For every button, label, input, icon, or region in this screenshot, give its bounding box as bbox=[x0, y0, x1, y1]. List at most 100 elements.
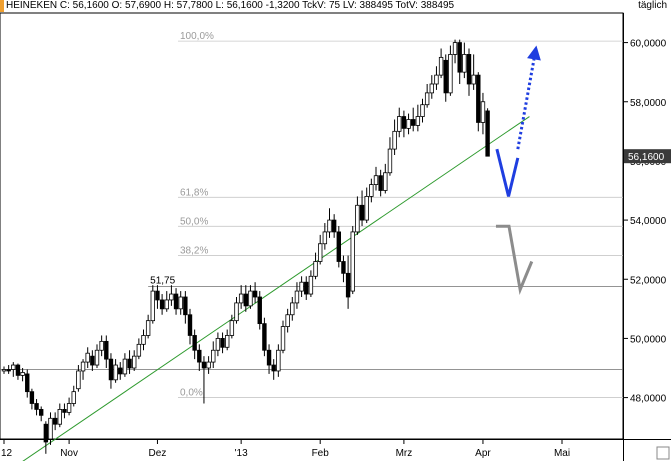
candle-body bbox=[401, 116, 407, 129]
candle-body bbox=[243, 293, 248, 307]
candle-body bbox=[359, 204, 365, 221]
candle bbox=[197, 344, 202, 371]
corner-scroll-box[interactable] bbox=[656, 446, 670, 460]
candle bbox=[80, 359, 86, 380]
candle bbox=[57, 403, 62, 428]
last-price-label: 56,1600 bbox=[628, 152, 665, 163]
candle-body bbox=[364, 196, 369, 221]
candle-body bbox=[211, 349, 216, 363]
candle-body bbox=[248, 290, 253, 307]
candle-body bbox=[94, 349, 100, 366]
candle bbox=[141, 329, 146, 351]
candle bbox=[434, 66, 439, 90]
candle-body bbox=[266, 349, 272, 366]
candle-body bbox=[164, 299, 169, 310]
candle bbox=[224, 329, 230, 351]
candle-body bbox=[271, 364, 276, 372]
support-label: 51,75 bbox=[150, 276, 175, 287]
last-price-layer: 56,1600 bbox=[624, 149, 671, 164]
candle bbox=[85, 347, 90, 368]
candle bbox=[90, 350, 95, 371]
candle-body bbox=[187, 314, 193, 336]
candle bbox=[34, 399, 39, 416]
candle bbox=[201, 356, 207, 404]
candle bbox=[420, 98, 425, 123]
candle bbox=[476, 72, 481, 132]
candle bbox=[401, 110, 407, 138]
candle-body bbox=[471, 74, 476, 85]
candle bbox=[317, 234, 323, 265]
x-label-3: '13 bbox=[235, 448, 248, 459]
candle bbox=[118, 362, 123, 380]
candle bbox=[20, 368, 25, 382]
candle bbox=[336, 226, 341, 268]
candle bbox=[71, 385, 76, 407]
fib-label-0: 100,0% bbox=[180, 31, 214, 42]
candle-body bbox=[25, 373, 30, 393]
candle-body bbox=[373, 175, 379, 185]
candle-body bbox=[159, 299, 165, 310]
candle-body bbox=[336, 231, 341, 262]
candle bbox=[25, 369, 30, 398]
candle-body bbox=[378, 175, 383, 191]
x-label-4: Feb bbox=[312, 448, 330, 459]
candle-body bbox=[252, 290, 258, 298]
candle-body bbox=[480, 101, 486, 123]
candle-body bbox=[331, 219, 337, 233]
candle bbox=[406, 113, 411, 135]
candle bbox=[308, 270, 314, 297]
x-label-0: 12 bbox=[1, 448, 13, 459]
candle-body bbox=[452, 42, 458, 55]
candle bbox=[15, 363, 21, 380]
candle-body bbox=[201, 361, 207, 369]
candle-body bbox=[280, 326, 286, 351]
candle-body bbox=[104, 340, 109, 360]
candle-body bbox=[327, 219, 332, 233]
candle-body bbox=[192, 335, 197, 351]
x-label-6: Apr bbox=[475, 448, 491, 459]
candle bbox=[187, 308, 193, 345]
candle-body bbox=[48, 417, 53, 440]
candle-body bbox=[424, 92, 430, 106]
fib-label-3: 38,2% bbox=[180, 246, 208, 257]
candle bbox=[169, 285, 174, 306]
candle bbox=[415, 104, 421, 132]
candle-body bbox=[90, 355, 95, 366]
candle-body bbox=[1, 369, 7, 372]
candle-body bbox=[443, 59, 448, 94]
candle-body bbox=[57, 409, 62, 425]
candle-body bbox=[85, 352, 90, 363]
candle bbox=[452, 39, 458, 64]
fib-label-4: 0,0% bbox=[180, 388, 203, 399]
candle-body bbox=[294, 290, 300, 304]
candle-body bbox=[6, 369, 11, 372]
candle-body bbox=[76, 370, 81, 390]
fib-label-1: 61,8% bbox=[180, 187, 208, 198]
candle bbox=[387, 137, 393, 176]
candle-body bbox=[43, 423, 49, 443]
candle-body bbox=[220, 338, 225, 348]
candle-body bbox=[304, 281, 309, 295]
y-label-5: 58,0000 bbox=[630, 98, 667, 109]
projection-arrowhead bbox=[527, 45, 541, 61]
projection-blue-solid bbox=[495, 148, 520, 197]
timeframe-label: täglich bbox=[638, 0, 667, 11]
candle-body bbox=[39, 409, 44, 416]
candle-body bbox=[66, 403, 72, 413]
candle bbox=[215, 332, 221, 357]
candle-body bbox=[392, 130, 397, 150]
candle bbox=[276, 344, 281, 377]
candle bbox=[304, 276, 309, 300]
candle-body bbox=[457, 42, 462, 73]
candle-body bbox=[299, 281, 304, 292]
candle-body bbox=[20, 372, 25, 376]
candle bbox=[220, 332, 225, 354]
candle bbox=[159, 294, 165, 315]
chart-header: HEINEKEN C: 56,1600 O: 57,6900 H: 57,780… bbox=[0, 0, 630, 12]
candle-body bbox=[215, 338, 221, 351]
candle-body bbox=[355, 204, 360, 233]
candle-body bbox=[369, 184, 374, 197]
candle-body bbox=[99, 340, 104, 351]
